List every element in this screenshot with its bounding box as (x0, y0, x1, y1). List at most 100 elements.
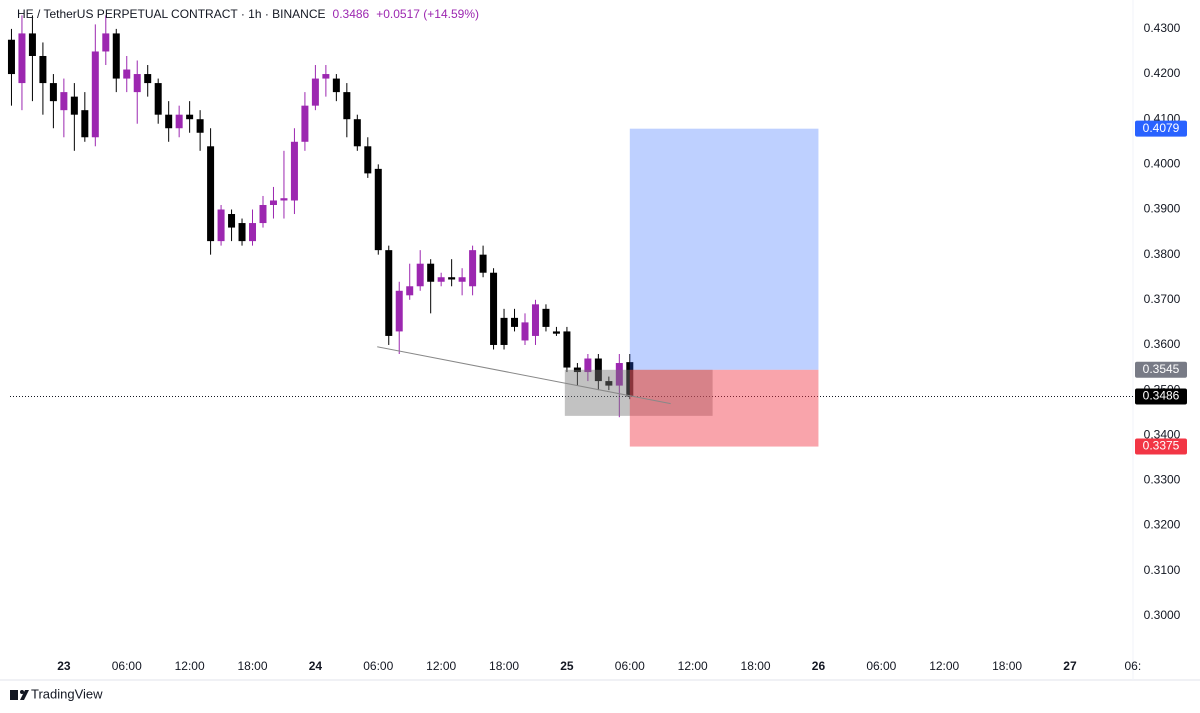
candle-body (542, 308, 550, 327)
candle-body (28, 33, 36, 56)
x-tick-label: 06:00 (112, 659, 142, 673)
candle-body (311, 78, 319, 106)
candle-body (60, 92, 68, 111)
candle-body (165, 114, 173, 129)
y-tick-label: 0.3900 (1144, 202, 1181, 216)
x-tick-label: 12:00 (678, 659, 708, 673)
candle-body (437, 277, 445, 282)
candle-body (563, 331, 571, 368)
candle-body (259, 204, 267, 224)
candle-body (448, 277, 456, 280)
candle-body (7, 39, 15, 75)
price-badge (1135, 361, 1187, 378)
candle-body (18, 33, 26, 84)
y-tick-label: 0.4300 (1144, 21, 1181, 35)
candle-body (228, 214, 236, 228)
x-tick-label: 06:00 (866, 659, 896, 673)
price-badge-label: 0.3545 (1143, 362, 1180, 376)
y-tick-label: 0.3000 (1144, 608, 1181, 622)
x-tick-label: 18:00 (237, 659, 267, 673)
candle-body (70, 96, 78, 115)
x-tick-label: 06: (1125, 659, 1142, 673)
candle-body (280, 198, 288, 201)
stop-zone (629, 369, 819, 447)
candle-body (343, 92, 351, 120)
price-change: +0.0517 (+14.59%) (376, 7, 479, 21)
candle-body (322, 74, 330, 79)
symbol-title: HE / TetherUS PERPETUAL CONTRACT · 1h · … (17, 7, 326, 21)
y-tick-label: 0.3600 (1144, 337, 1181, 351)
last-price: 0.3486 (333, 7, 370, 21)
candle-body (269, 200, 277, 205)
trendline (377, 346, 671, 405)
candle-body (385, 250, 393, 336)
candle-body (573, 367, 581, 373)
x-tick-label: 24 (309, 659, 323, 673)
candle-body (511, 317, 519, 327)
candle-body (458, 277, 466, 282)
price-badge-label: 0.3486 (1143, 389, 1180, 403)
candle-body (81, 110, 89, 138)
x-tick-label: 12:00 (426, 659, 456, 673)
candle-body (374, 168, 382, 251)
price-badge-label: 0.4079 (1143, 121, 1180, 135)
x-tick-label: 26 (812, 659, 826, 673)
y-tick-label: 0.3300 (1144, 473, 1181, 487)
x-tick-label: 23 (57, 659, 71, 673)
x-tick-label: 25 (560, 659, 574, 673)
candle-body (531, 304, 539, 336)
candle-body (49, 83, 57, 102)
candle-body (301, 105, 309, 142)
candle-body (479, 254, 487, 273)
candle-body (490, 272, 498, 345)
candle-body (626, 362, 634, 397)
candle-body (427, 263, 435, 282)
candle-body (144, 74, 152, 84)
candle-body (249, 223, 257, 242)
y-tick-label: 0.4000 (1144, 157, 1181, 171)
candle-body (39, 55, 47, 84)
candle-body (207, 146, 215, 242)
candle-body (196, 119, 204, 133)
x-tick-label: 18:00 (741, 659, 771, 673)
x-tick-label: 27 (1063, 659, 1077, 673)
candle-body (594, 358, 602, 382)
x-tick-label: 18:00 (992, 659, 1022, 673)
candle-body (154, 83, 162, 115)
y-tick-label: 0.3400 (1144, 427, 1181, 441)
candle-body (290, 141, 298, 201)
candle-body (133, 74, 141, 93)
price-badge-label: 0.3375 (1143, 439, 1180, 453)
candle-body (353, 119, 361, 147)
target-zone (629, 128, 819, 370)
candle-body (416, 263, 424, 287)
candle-body (395, 290, 403, 332)
y-tick-label: 0.4200 (1144, 66, 1181, 80)
x-tick-label: 06:00 (363, 659, 393, 673)
price-badge (1135, 388, 1187, 405)
candle-body (469, 250, 477, 287)
candle-body (584, 358, 592, 373)
price-badge (1135, 120, 1187, 137)
axes: 0.30000.31000.32000.33000.34000.35000.36… (57, 21, 1187, 673)
footer-brand: TradingView (31, 686, 103, 701)
candle-body (102, 33, 110, 52)
candle-body (605, 381, 613, 386)
plot-area (7, 15, 1133, 447)
candle-body (332, 78, 340, 93)
candle-body (552, 331, 560, 334)
candle-body (112, 33, 120, 79)
x-tick-label: 12:00 (929, 659, 959, 673)
candle-body (406, 286, 414, 296)
candle-body (500, 317, 508, 345)
x-tick-label: 06:00 (615, 659, 645, 673)
x-tick-label: 12:00 (175, 659, 205, 673)
candle-body (364, 146, 372, 174)
candle-body (175, 114, 183, 129)
price-badge (1135, 438, 1187, 455)
y-tick-label: 0.3800 (1144, 247, 1181, 261)
x-tick-label: 18:00 (489, 659, 519, 673)
y-tick-label: 0.3100 (1144, 563, 1181, 577)
